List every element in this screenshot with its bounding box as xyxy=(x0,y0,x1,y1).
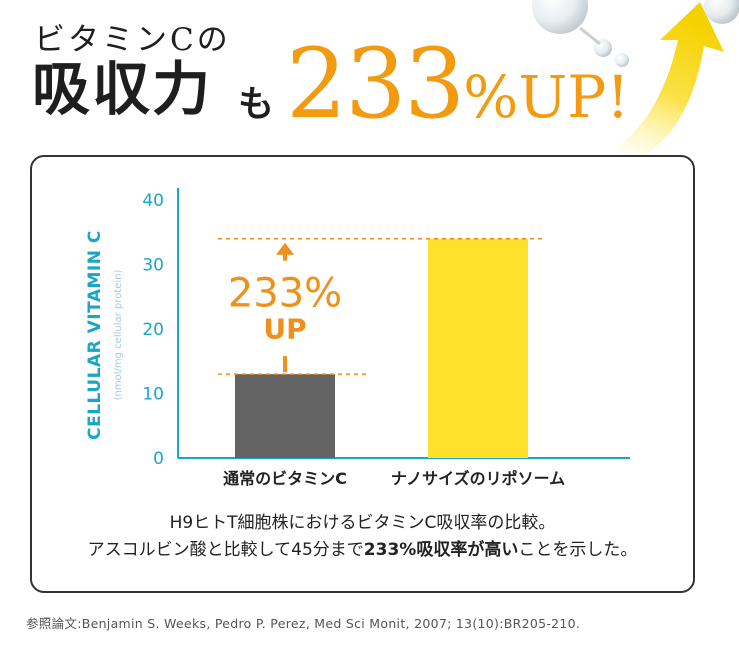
y-tick-label: 10 xyxy=(142,385,164,405)
headline-percentage: 233%UP! xyxy=(286,36,630,132)
headline-number: 233 xyxy=(286,28,465,140)
x-tick-label: ナノサイズのリポソーム xyxy=(391,469,565,488)
y-tick-label: 0 xyxy=(153,449,164,469)
caption-line1: H9ヒトT細胞株におけるビタミンC吸収率の比較。 xyxy=(169,513,556,533)
caption-line2-pre: アスコルビン酸と比較して45分まで xyxy=(87,540,364,560)
caption: H9ヒトT細胞株におけるビタミンC吸収率の比較。 アスコルビン酸と比較して45分… xyxy=(30,510,695,564)
caption-line2-bold: 233%吸収率が高い xyxy=(363,540,519,560)
headline-line1: ビタミンCの xyxy=(34,22,231,58)
annotation-percent: 233% xyxy=(228,271,342,317)
decoration xyxy=(532,0,739,158)
up-arrow-icon xyxy=(612,2,724,158)
y-tick-label: 30 xyxy=(142,256,164,276)
bar-2 xyxy=(428,238,528,458)
headline-particle: も xyxy=(238,83,275,125)
bar-1 xyxy=(235,374,335,458)
arrow-head-icon xyxy=(276,242,294,255)
reference-citation: 参照論文:Benjamin S. Weeks, Pedro P. Perez, … xyxy=(26,616,581,631)
y-tick-label: 20 xyxy=(142,320,164,340)
headline-line2: 吸収力 xyxy=(32,55,213,123)
molecule-icon xyxy=(532,0,739,67)
bar-chart: CELLULAR VITAMIN C (nmol/mg cellular pro… xyxy=(85,188,630,488)
y-axis-unit-label: (nmol/mg cellular protein) xyxy=(113,270,124,401)
y-axis-label: CELLULAR VITAMIN C xyxy=(85,230,105,440)
annotation-up: UP xyxy=(263,313,306,346)
caption-line2: アスコルビン酸と比較して45分まで233%吸収率が高いことを示した。 xyxy=(30,537,695,564)
x-tick-label: 通常のビタミンC xyxy=(223,469,347,488)
headline-unit: %UP! xyxy=(463,63,630,131)
y-tick-label: 40 xyxy=(142,191,164,211)
caption-line2-post: ことを示した。 xyxy=(518,540,638,560)
